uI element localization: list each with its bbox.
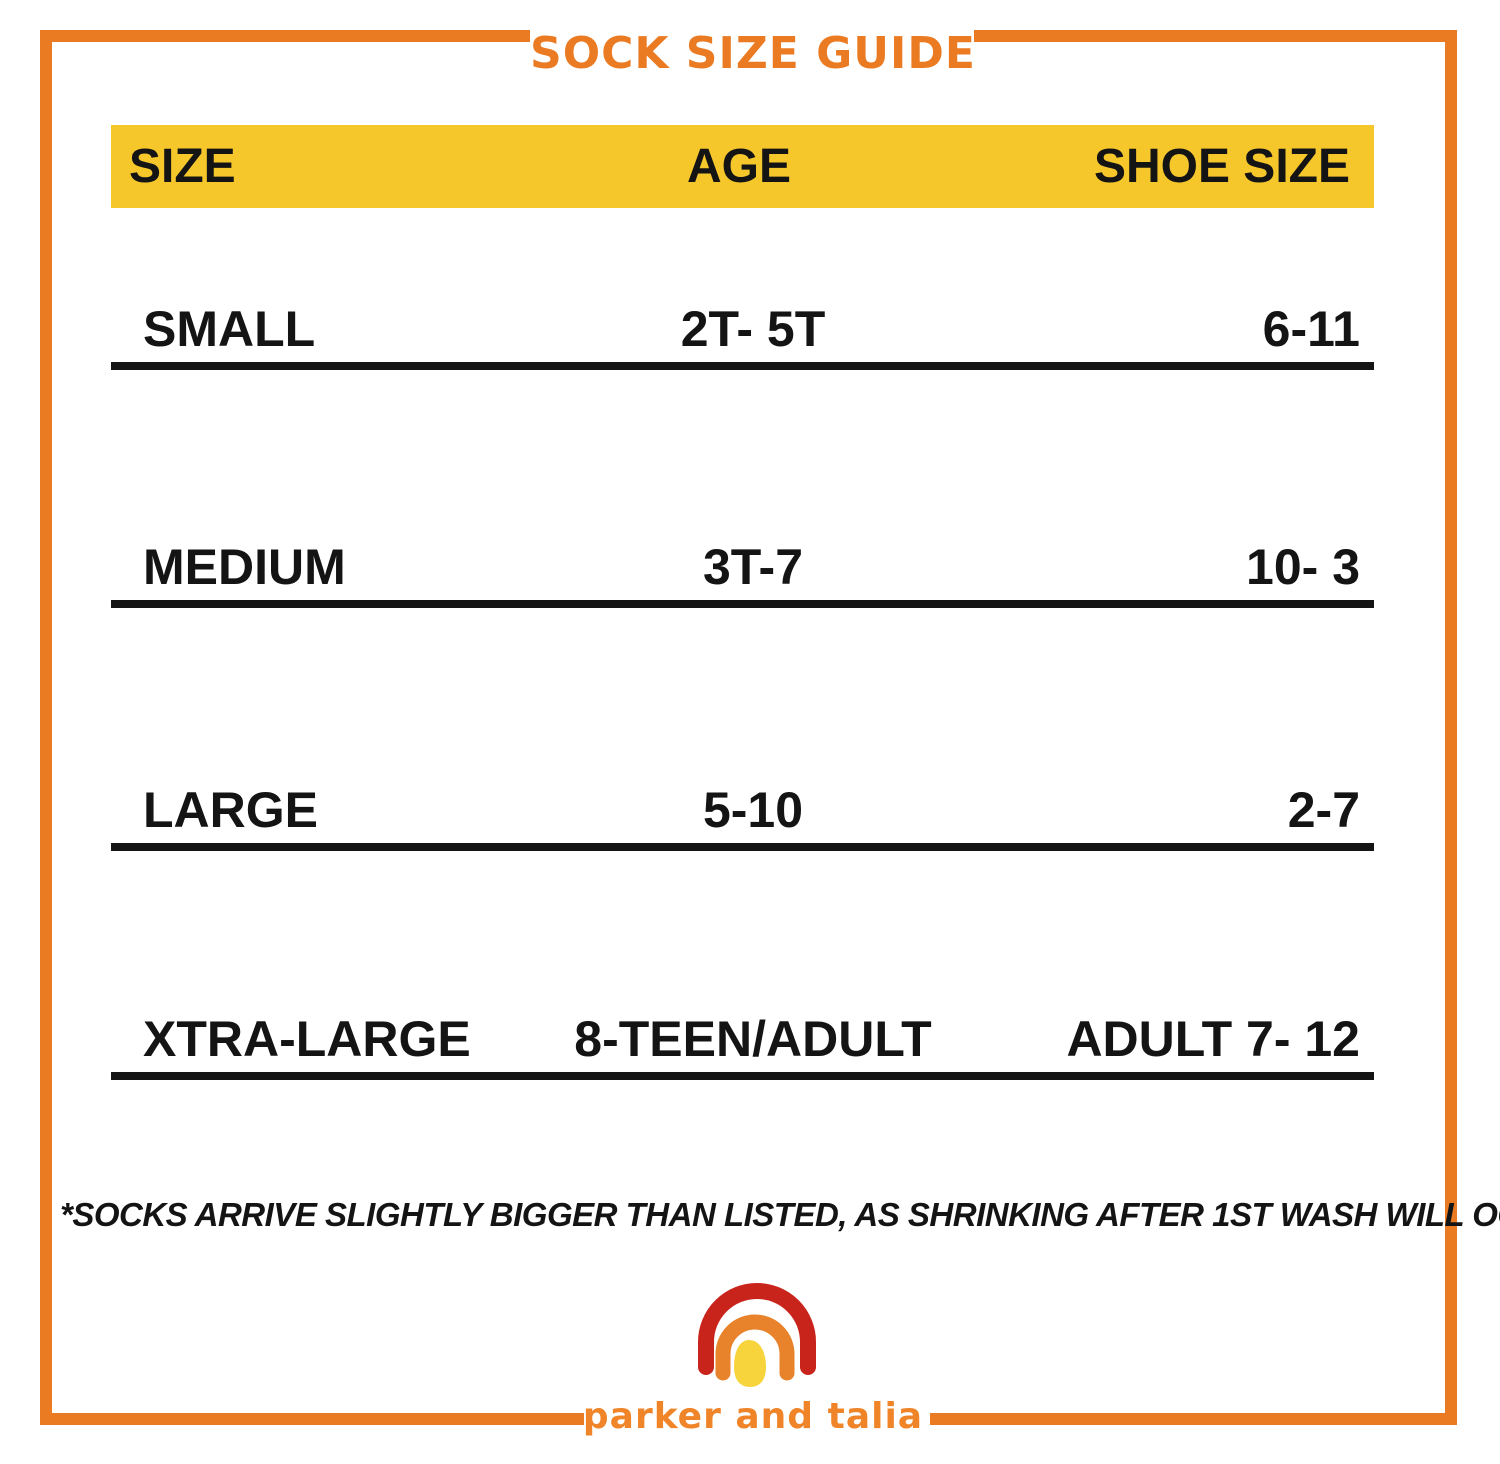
- frame-border-top-left: [40, 30, 530, 42]
- table-row-large: LARGE 5-10 2-7: [111, 779, 1374, 851]
- frame-border-left: [40, 30, 52, 1425]
- frame-border-bottom-left: [40, 1413, 584, 1425]
- row-size-label: LARGE: [143, 782, 318, 838]
- row-shoe-size-value: ADULT 7- 12: [1066, 1011, 1360, 1067]
- table-header-row: SIZE AGE SHOE SIZE: [111, 125, 1374, 208]
- row-shoe-size-value: 10- 3: [1246, 539, 1360, 595]
- row-shoe-size-value: 2-7: [1287, 782, 1360, 838]
- row-age-value: 3T-7: [702, 539, 804, 595]
- header-age: AGE: [686, 140, 791, 193]
- frame-border-bottom-right: [930, 1413, 1457, 1425]
- row-shoe-size-value: 6-11: [1262, 301, 1360, 357]
- row-age-value: 8-TEEN/ADULT: [574, 1011, 932, 1067]
- row-age-value: 5-10: [702, 782, 804, 838]
- header-shoe-size: SHOE SIZE: [1093, 140, 1350, 193]
- frame-border-top-right: [974, 30, 1457, 42]
- row-size-label: MEDIUM: [143, 539, 346, 595]
- row-age-value: 2T- 5T: [680, 301, 826, 357]
- row-size-label: SMALL: [143, 301, 316, 357]
- brand-name: parker and talia: [582, 1396, 924, 1437]
- table-row-small: SMALL 2T- 5T 6-11: [111, 298, 1374, 370]
- table-row-medium: MEDIUM 3T-7 10- 3: [111, 536, 1374, 608]
- header-size: SIZE: [129, 140, 236, 193]
- rainbow-logo-icon: [698, 1283, 816, 1387]
- row-size-label: XTRA-LARGE: [143, 1011, 471, 1067]
- table-row-xtra-large: XTRA-LARGE 8-TEEN/ADULT ADULT 7- 12: [111, 1008, 1374, 1080]
- page-title: SOCK SIZE GUIDE: [530, 28, 976, 79]
- frame-border-right: [1445, 30, 1457, 1425]
- shrink-disclaimer: *SOCKS ARRIVE SLIGHTLY BIGGER THAN LISTE…: [60, 1196, 1500, 1233]
